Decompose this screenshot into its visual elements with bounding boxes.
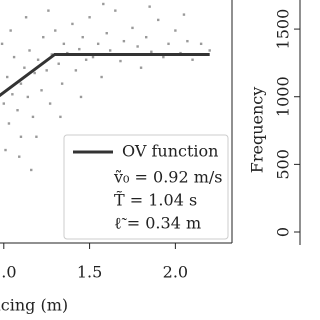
scatter-point bbox=[47, 9, 50, 12]
scatter-point bbox=[60, 82, 64, 85]
scatter-point bbox=[148, 5, 151, 8]
scatter-point bbox=[157, 18, 160, 22]
annotation: ℓ̃ = 0.34 m bbox=[114, 214, 201, 233]
scatter-point bbox=[19, 135, 23, 138]
scatter-point bbox=[50, 53, 54, 56]
x-tick-label: 1.5 bbox=[77, 263, 102, 282]
legend-box bbox=[63, 134, 229, 240]
scatter-point bbox=[26, 95, 30, 99]
x-tick-label: 1.0 bbox=[0, 263, 17, 282]
y-tick-label: 1500 bbox=[274, 9, 293, 50]
scatter-point bbox=[18, 155, 21, 158]
y-tick-label: 0 bbox=[274, 227, 293, 237]
scatter-point bbox=[57, 62, 60, 65]
annotation: T̃ = 1.04 s bbox=[114, 191, 197, 210]
scatter-point bbox=[9, 29, 12, 32]
y-tick-label: 1000 bbox=[274, 76, 293, 117]
scatter-point bbox=[45, 69, 48, 72]
y-tick-label: 500 bbox=[274, 149, 293, 180]
scatter-point bbox=[145, 35, 148, 39]
scatter-point bbox=[30, 168, 33, 172]
scatter-point bbox=[136, 45, 139, 48]
scatter-point bbox=[102, 2, 105, 6]
scatter-point bbox=[40, 89, 43, 92]
scatter-point bbox=[42, 35, 45, 39]
scatter-point bbox=[16, 109, 19, 112]
scatter-point bbox=[114, 9, 117, 12]
y-axis-label: Frequency bbox=[248, 87, 267, 174]
scatter-point bbox=[191, 58, 194, 61]
scatter-point bbox=[78, 47, 81, 51]
scatter-point bbox=[162, 55, 165, 59]
scatter-point bbox=[199, 42, 203, 46]
scatter-point bbox=[119, 59, 122, 63]
scatter-point bbox=[36, 58, 40, 61]
scatter-point bbox=[186, 39, 189, 43]
scatter-point bbox=[208, 49, 211, 52]
scatter-point bbox=[96, 42, 100, 46]
scatter-point bbox=[167, 42, 170, 46]
scatter-point bbox=[33, 71, 36, 75]
scatter-point bbox=[174, 29, 177, 32]
scatter-point bbox=[150, 50, 153, 53]
scatter-point bbox=[88, 16, 91, 19]
x-axis-label: Spacing (m) bbox=[0, 296, 68, 315]
scatter-point bbox=[108, 49, 112, 52]
scatter-point bbox=[0, 42, 4, 46]
scatter-point bbox=[122, 39, 126, 43]
scatter-plot-area bbox=[0, 2, 211, 172]
annotation: ṽ₀ = 0.92 m/s bbox=[113, 168, 223, 187]
x-tick-label: 2.0 bbox=[163, 263, 188, 282]
scatter-point bbox=[4, 148, 7, 152]
scatter-point bbox=[2, 102, 5, 105]
scatter-point bbox=[84, 58, 88, 61]
scatter-point bbox=[19, 82, 23, 85]
scatter-point bbox=[74, 69, 78, 72]
scatter-point bbox=[59, 115, 62, 119]
scatter-point bbox=[79, 95, 83, 99]
scatter-point bbox=[54, 29, 57, 32]
scatter-point bbox=[6, 75, 9, 79]
scatter-point bbox=[71, 22, 74, 26]
scatter-point bbox=[31, 115, 35, 119]
scatter-point bbox=[182, 13, 186, 16]
scatter-point bbox=[35, 135, 38, 138]
scatter-point bbox=[7, 122, 11, 125]
legend-label: OV function bbox=[122, 142, 218, 161]
scatter-point bbox=[139, 66, 143, 69]
scatter-point bbox=[28, 49, 31, 52]
scatter-point bbox=[100, 75, 103, 79]
scatter-point bbox=[11, 93, 14, 96]
scatter-point bbox=[62, 42, 66, 46]
scatter-point bbox=[23, 66, 26, 69]
model-line bbox=[0, 52, 210, 98]
scatter-point bbox=[105, 31, 108, 35]
scatter-point bbox=[48, 102, 52, 105]
scatter-point bbox=[131, 26, 134, 30]
scatter-point bbox=[81, 35, 84, 39]
scatter-point bbox=[91, 55, 95, 59]
scatter-point bbox=[24, 16, 28, 19]
scatter-point bbox=[12, 55, 16, 59]
